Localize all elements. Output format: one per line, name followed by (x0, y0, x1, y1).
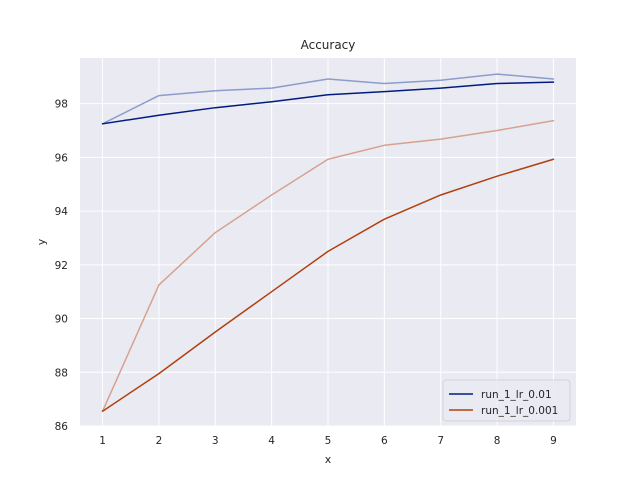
grid-lines (80, 58, 576, 427)
x-axis-label: x (325, 453, 332, 466)
y-tick-label: 90 (55, 314, 68, 326)
x-tick-label: 9 (550, 435, 557, 447)
x-tick-label: 4 (268, 435, 275, 447)
x-tick-label: 3 (212, 435, 219, 447)
series-line-run-1-lr-0-01 (101, 81, 555, 125)
y-tick-labels: 86 88 90 92 94 96 98 (55, 99, 69, 433)
series-line-faded-1 (101, 73, 555, 125)
x-tick-label: 1 (99, 435, 106, 447)
series-layer (101, 73, 555, 412)
y-tick-label: 86 (55, 421, 69, 433)
chart-title: Accuracy (301, 38, 356, 52)
legend-label-run-1-lr-0-01: run_1_lr_0.01 (481, 389, 552, 401)
x-tick-label: 2 (156, 435, 163, 447)
y-tick-label: 98 (55, 99, 68, 111)
y-tick-label: 88 (55, 367, 68, 379)
series-line-run-1-lr-0-001 (101, 158, 555, 412)
x-tick-label: 8 (494, 435, 501, 447)
x-tick-label: 7 (437, 435, 444, 447)
y-tick-label: 92 (55, 260, 68, 272)
x-tick-labels: 1 2 3 4 5 6 7 8 9 (99, 435, 557, 447)
legend: run_1_lr_0.01 run_1_lr_0.001 (442, 379, 571, 422)
legend-label-run-1-lr-0-001: run_1_lr_0.001 (481, 405, 558, 417)
y-tick-label: 94 (55, 206, 69, 218)
series-line-faded-3 (101, 119, 555, 412)
x-tick-label: 6 (381, 435, 388, 447)
legend-box (442, 379, 571, 422)
y-tick-label: 96 (55, 152, 69, 164)
y-axis-label: y (35, 238, 48, 245)
x-tick-label: 5 (325, 435, 332, 447)
